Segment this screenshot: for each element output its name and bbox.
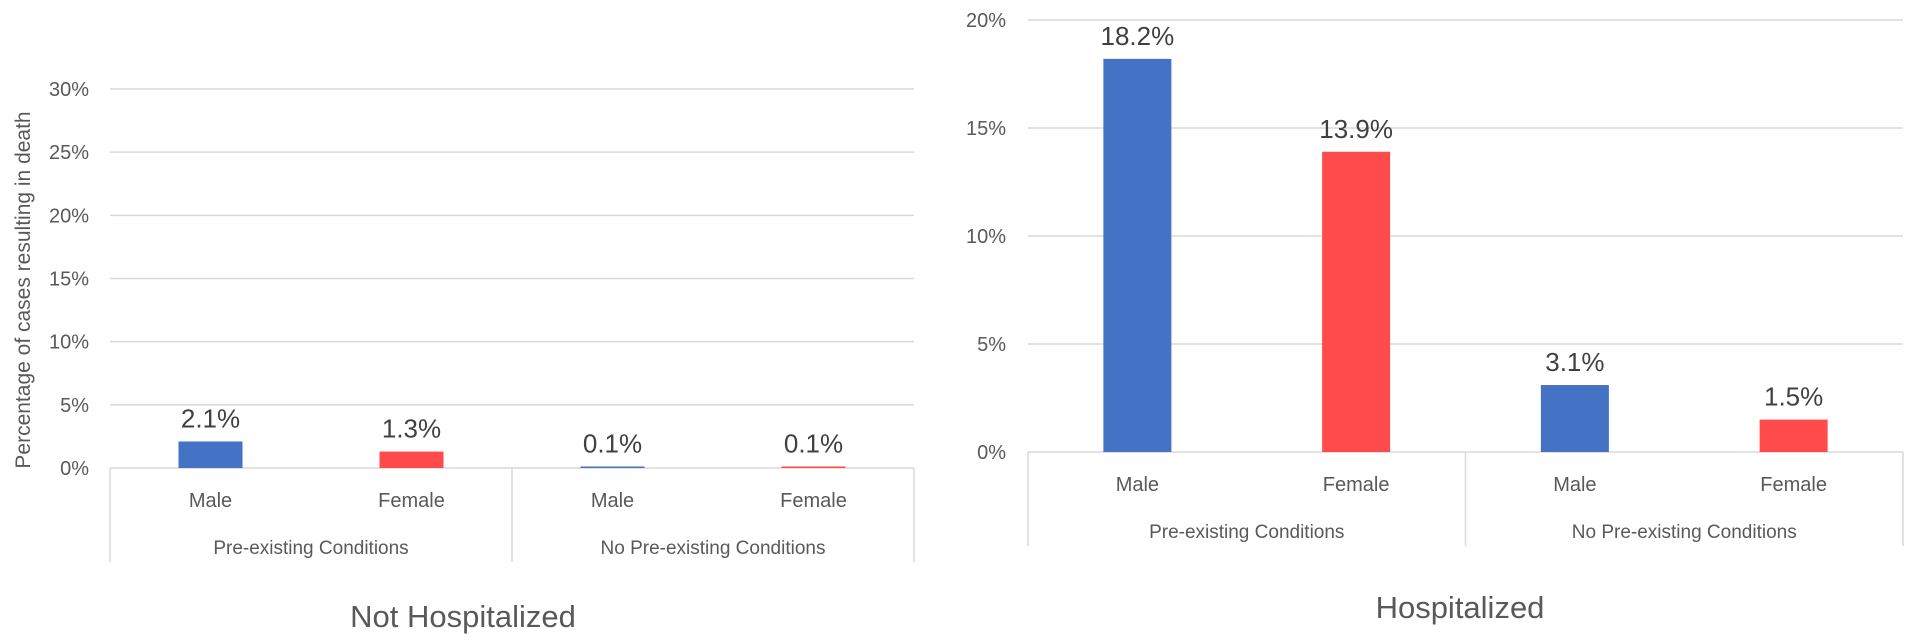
bar xyxy=(1103,58,1172,452)
x-group-label: No Pre-existing Conditions xyxy=(1572,522,1797,543)
y-tick-label: 0% xyxy=(60,458,89,480)
y-tick-label: 5% xyxy=(60,395,89,417)
x-category-label: Male xyxy=(1553,474,1596,496)
x-group-label: No Pre-existing Conditions xyxy=(601,538,826,559)
y-tick-label: 15% xyxy=(49,269,89,291)
data-label: 1.5% xyxy=(1764,382,1823,412)
y-tick-label: 0% xyxy=(977,442,1006,464)
data-label: 18.2% xyxy=(1101,21,1175,51)
not-hospitalized-chart: 0% 5% 10% 15% 20% 25% 30% 2.1% Male 1.3% Female 0.1… xyxy=(12,79,915,634)
x-category-label: Male xyxy=(1116,474,1159,496)
data-label: 3.1% xyxy=(1545,347,1604,377)
y-tick-label: 15% xyxy=(966,118,1006,140)
x-category-label: Female xyxy=(780,490,847,512)
y-tick-label: 10% xyxy=(49,332,89,354)
bar xyxy=(781,466,846,468)
bar xyxy=(1759,419,1828,452)
x-category-label: Female xyxy=(1760,474,1827,496)
y-tick-label: 20% xyxy=(966,10,1006,32)
x-group-label: Pre-existing Conditions xyxy=(1149,522,1344,543)
data-label: 2.1% xyxy=(181,403,240,433)
data-label: 0.1% xyxy=(784,429,843,459)
y-tick-label: 20% xyxy=(49,205,89,227)
bar xyxy=(178,441,243,468)
data-label: 0.1% xyxy=(583,429,642,459)
y-tick-label: 30% xyxy=(49,79,89,101)
data-label: 1.3% xyxy=(382,414,441,444)
x-category-label: Female xyxy=(1323,474,1390,496)
y-tick-label: 10% xyxy=(966,226,1006,248)
y-axis-label: Percentage of cases resulting in death xyxy=(12,111,35,468)
bar xyxy=(1540,385,1609,452)
bar xyxy=(379,451,444,468)
x-category-label: Male xyxy=(189,490,232,512)
x-category-label: Female xyxy=(378,490,445,512)
hospitalized-chart: 0% 5% 10% 15% 20% 18.2% Male 13.9% Female 3.1% Mal… xyxy=(966,10,1904,625)
chart-title: Hospitalized xyxy=(1376,590,1545,625)
y-tick-label: 5% xyxy=(977,334,1006,356)
x-group-label: Pre-existing Conditions xyxy=(213,538,408,559)
data-label: 13.9% xyxy=(1319,114,1393,144)
y-tick-label: 25% xyxy=(49,142,89,164)
chart-title: Not Hospitalized xyxy=(350,599,576,634)
x-category-label: Male xyxy=(591,490,634,512)
bar xyxy=(1322,151,1391,452)
bar xyxy=(580,466,645,468)
